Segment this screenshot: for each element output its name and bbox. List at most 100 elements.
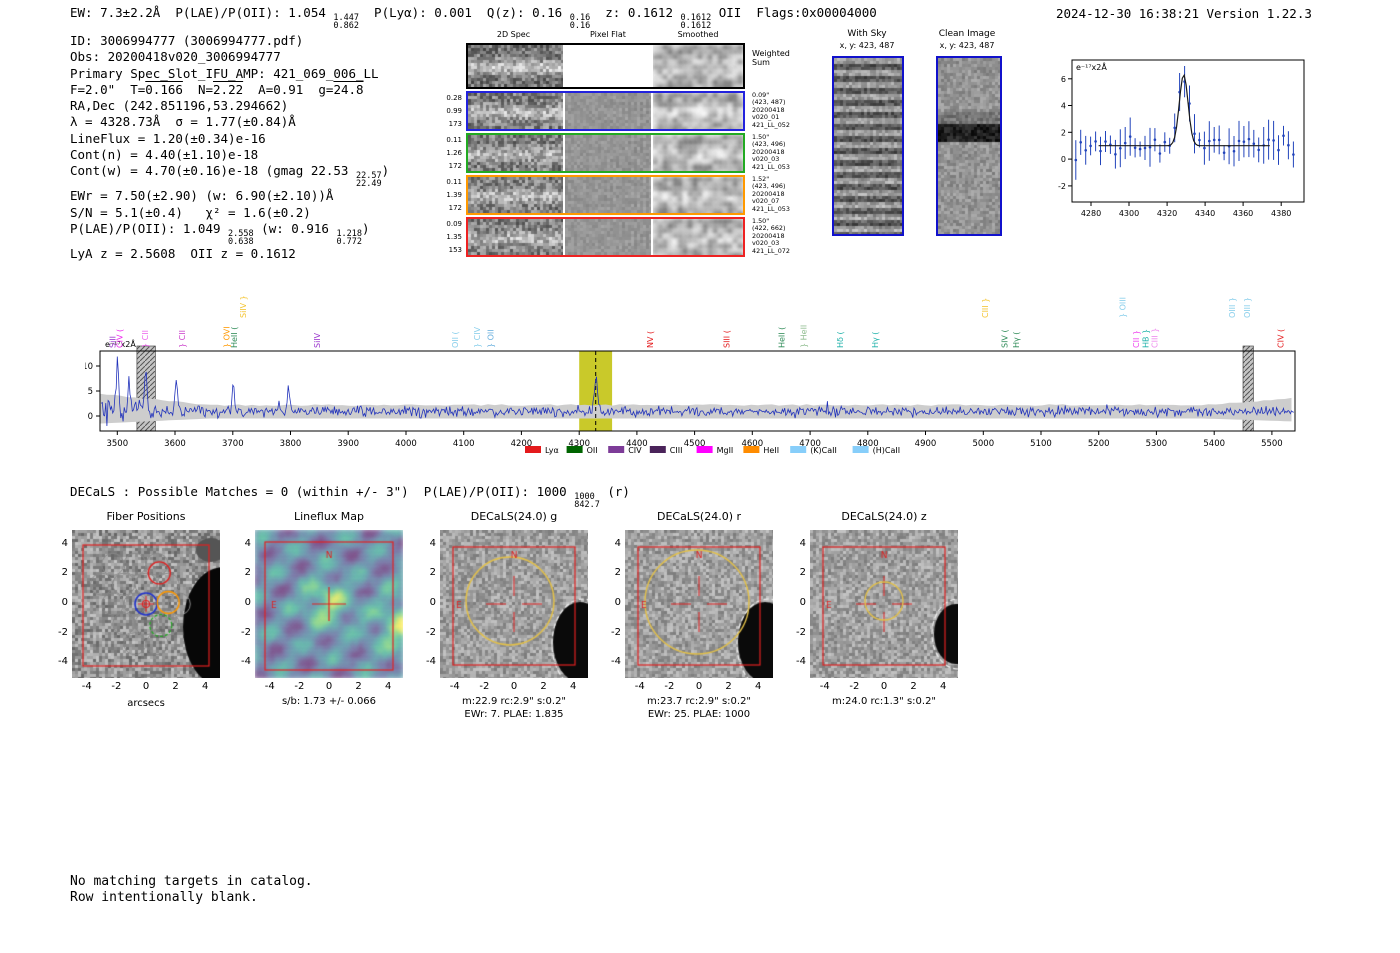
weight-value: 173 (448, 119, 462, 128)
fiber-id-line: 20200418 (752, 189, 785, 198)
fiber-id-labels: 1.50" (422, 662) 20200418 v020_03 421_LL_072 (752, 217, 790, 255)
cutout-lineflux-map: Lineflux Map s/b: 1.73 +/- 0.066 -4 -4 -2 -… (241, 510, 403, 725)
fiber-id-line: 1.52" (752, 175, 770, 183)
y-axis-tick-label: 2 (244, 567, 251, 579)
info-line: P(LAE)/P(OII): 1.049 2.558 0.638 (w: 0.91… (70, 221, 389, 246)
svg-text:OIII }: OIII } (1228, 297, 1237, 318)
y-axis-tick-label: 0 (429, 597, 436, 608)
weight-value: 0.11 (446, 136, 462, 144)
svg-text:CIV (: CIV ( (116, 329, 125, 348)
text-segment: EW: 7.3±2.2Å P(LAE)/P(OII): 1.054 (70, 5, 334, 20)
y-axis-tick-label: 2 (799, 567, 806, 579)
svg-text:HeII: HeII (763, 446, 779, 455)
weight-value: 0.09 (446, 220, 462, 228)
fiber-id-line: 20200418 (752, 147, 785, 156)
svg-text:10: 10 (85, 362, 93, 372)
x-axis-tick-label: -4 (819, 681, 830, 692)
decals-summary-line: DECaLS : Possible Matches = 0 (within +/… (70, 484, 630, 509)
line-fit-plot: 4280 4300 4320 4340 4360 4380 -2 0 2 4 6 e⁻¹⁷x2Å (1040, 50, 1310, 232)
svg-text:-2: -2 (1058, 182, 1066, 191)
weight-value: 0.28 (446, 94, 462, 102)
svg-text:e⁻¹⁷x2Å: e⁻¹⁷x2Å (1076, 61, 1107, 72)
spec2d-smooth-image (653, 135, 743, 171)
info-line: RA,Dec (242.851196,53.294662) (70, 98, 389, 114)
svg-text:4100: 4100 (453, 439, 475, 449)
decals-z-image (810, 530, 958, 678)
svg-text:} CII: } CII (141, 330, 150, 348)
svg-text:3800: 3800 (280, 439, 302, 449)
spec2d-smoothw-image (653, 45, 743, 87)
text-segment: ID: 3006994777 (3006994777.pdf) (70, 33, 304, 48)
text-segment: LineFlux = 1.20(±0.34)e-16 (70, 130, 266, 146)
svg-text:} OII: } OII (487, 329, 496, 348)
fiber-id-line: 0.09" (752, 91, 770, 99)
x-axis-tick-label: 4 (940, 681, 947, 692)
fiber-id-line: (423, 487) (752, 98, 786, 107)
upper-bound: 22.57 (355, 171, 382, 182)
value-range: 0.16 0.16 (570, 14, 590, 31)
svg-text:SiII: SiII (109, 336, 118, 348)
weight-value: 1.35 (446, 232, 462, 241)
fiber-row (466, 133, 745, 173)
cutout-caption: EWr: 7. PLAE: 1.835 (464, 709, 564, 720)
text-segment: Primary Spec_Slot_IFU_AMP: 421_069_006_L… (70, 65, 379, 81)
spec2d-flat-image (565, 219, 651, 255)
weighted-sum-row (466, 43, 745, 89)
fiber-id-labels: 1.52" (423, 496) 20200418 v020_07 421_LL_053 (752, 175, 790, 213)
svg-text:4500: 4500 (684, 439, 706, 449)
y-axis-tick-label: -4 (611, 656, 621, 668)
spec2d-flat-image (565, 177, 651, 213)
y-axis-tick-label: 0 (244, 597, 251, 608)
cutout-title: Fiber Positions (106, 510, 186, 523)
cutout-title: DECaLS(24.0) g (470, 510, 558, 523)
svg-text:4320: 4320 (1157, 209, 1177, 218)
svg-text:4300: 4300 (1119, 209, 1139, 218)
x-axis-tick-label: 2 (172, 681, 179, 692)
lower-bound: 0.862 (333, 21, 359, 31)
cutout-caption: s/b: 1.73 +/- 0.066 (281, 696, 377, 707)
svg-text:} HeII: } HeII (800, 325, 809, 348)
text-segment: 2.22 (213, 81, 244, 97)
svg-text:MgII: MgII (717, 446, 734, 455)
clean-coords: x, y: 423, 487 (939, 41, 995, 50)
svg-text:} OVI: } OVI (222, 326, 231, 348)
info-line: EWr = 7.50(±2.90) (w: 6.90(±2.10))Å (70, 188, 389, 204)
col-title-2dspec: 2D Spec (496, 30, 531, 39)
fiber-id-labels: 1.50" (423, 496) 20200418 v020_03 421_LL_053 (752, 133, 790, 171)
cutout-caption: m:24.0 rc:1.3" s:0.2" (831, 696, 937, 707)
fiber-weight-labels: 0.11 1.39 172 (446, 176, 462, 214)
text-segment: ) (362, 220, 370, 236)
y-axis-tick-label: -2 (796, 626, 806, 638)
svg-text:5100: 5100 (1030, 439, 1052, 449)
text-segment: (r) (599, 484, 630, 499)
spec2d-spec2d-image (468, 135, 563, 171)
svg-text:OII: OII (587, 446, 598, 455)
text-segment: z: 0.1612 (590, 5, 681, 20)
spec2d-spec2d-image (468, 177, 563, 213)
svg-text:4900: 4900 (915, 439, 937, 449)
x-axis-tick-label: 0 (142, 681, 150, 692)
svg-text:CIV (: CIV ( (1277, 329, 1286, 348)
fiber-id-line: 20200418 (752, 231, 785, 240)
svg-text:SiIV: SiIV (313, 332, 322, 348)
svg-text:5500: 5500 (1261, 439, 1283, 449)
text-segment: OII Flags:0x00004000 (711, 5, 877, 20)
fiber-weight-labels: 0.28 0.99 173 (446, 92, 462, 130)
header-timestamp: 2024-12-30 16:38:21 Version 1.22.3 (1056, 6, 1312, 21)
x-axis-tick-label: 2 (725, 681, 732, 692)
footer-line-1: No matching targets in catalog. (70, 874, 313, 889)
cutout-caption: m:23.7 rc:2.9" s:0.2" (646, 696, 752, 707)
value-range: 1.447 0.862 (333, 14, 359, 31)
upper-bound: 2.558 (228, 228, 254, 239)
info-line: LyA z = 2.5608 OII z = 0.1612 (70, 246, 389, 262)
y-axis-tick-label: 4 (799, 537, 806, 549)
y-axis-tick-label: -2 (241, 626, 251, 638)
svg-text:5: 5 (88, 387, 93, 397)
text-segment: P(Lyα): 0.001 Q(z): 0.16 (359, 5, 570, 20)
y-axis-tick-label: 2 (614, 567, 621, 579)
x-axis-tick-label: 4 (385, 681, 392, 692)
x-axis-tick-label: 4 (755, 681, 762, 692)
svg-text:OIII }: OIII } (1243, 297, 1252, 318)
upper-bound: 1.218 (336, 228, 363, 239)
svg-text:4000: 4000 (395, 439, 417, 449)
